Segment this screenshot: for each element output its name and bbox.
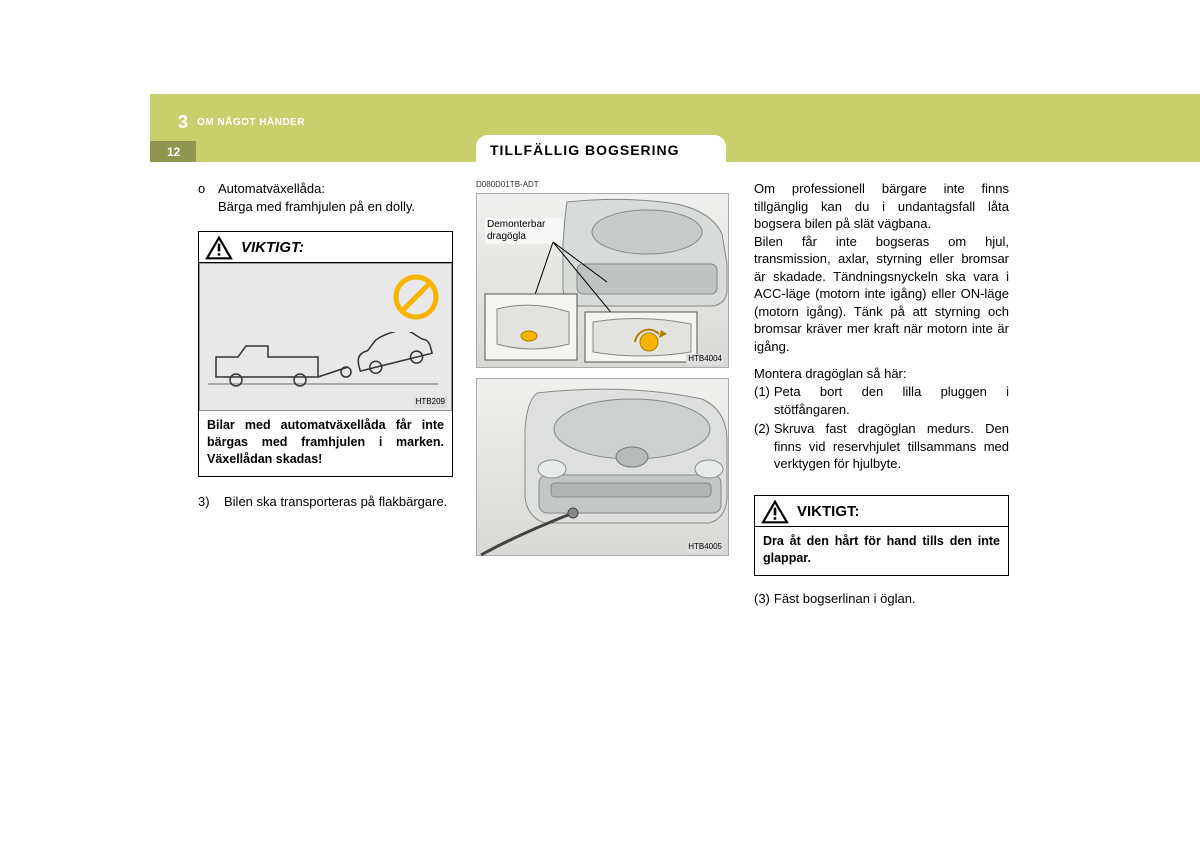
important-box-2: VIKTIGT: Dra åt den hårt för hand tills … xyxy=(754,495,1009,576)
figure-top-code: D080D01TB-ADT xyxy=(476,180,731,191)
important-box-1: VIKTIGT: xyxy=(198,231,453,477)
warning-triangle-icon xyxy=(761,500,789,524)
important-header: VIKTIGT: xyxy=(199,232,452,263)
column-2: D080D01TB-ADT Demonterbar dragögla HTB40… xyxy=(476,180,731,566)
bullet-line1: Automatväxellåda: xyxy=(218,180,415,198)
important-header-2: VIKTIGT: xyxy=(755,496,1008,527)
step3-text: Fäst bogserlinan i öglan. xyxy=(774,590,916,608)
figure1-code: HTB4004 xyxy=(686,354,724,365)
column-1: o Automatväxellåda: Bärga med framhjulen… xyxy=(198,180,453,514)
bullet-automatvaxel: o Automatväxellåda: Bärga med framhjulen… xyxy=(198,180,453,215)
step3-num: (3) xyxy=(754,590,770,608)
figure-dragogla: Demonterbar dragögla HTB4004 xyxy=(476,193,729,368)
important-body-1: Bilar med automatväxellåda får inte bärg… xyxy=(199,411,452,476)
diagram-code: HTB209 xyxy=(414,397,447,408)
bullet-transport: 3) Bilen ska transporteras på flakbärgar… xyxy=(198,493,453,511)
truck-car-illustration xyxy=(208,332,438,392)
car-front-illustration-1 xyxy=(477,194,730,369)
car-front-illustration-2 xyxy=(477,379,730,557)
bullet-marker-3: 3) xyxy=(198,493,216,511)
steps-intro: Montera dragöglan så här: xyxy=(754,365,1009,383)
section-title: TILLFÄLLIG BOGSERING xyxy=(490,142,680,158)
figure-towing: HTB4005 xyxy=(476,378,729,556)
important-body-2: Dra åt den hårt för hand tills den inte … xyxy=(755,527,1008,575)
step2-text: Skruva fast dragöglan medurs. Den finns … xyxy=(774,420,1009,473)
column-3: Om professionell bärgare inte finns till… xyxy=(754,180,1009,609)
bullet-text: Automatväxellåda: Bärga med framhjulen p… xyxy=(218,180,415,215)
page-number: 12 xyxy=(167,145,180,159)
prohibit-sign-icon xyxy=(393,274,439,320)
para-2: Bilen får inte bogseras om hjul, transmi… xyxy=(754,233,1009,356)
important-label: VIKTIGT: xyxy=(241,238,304,258)
chapter-title: OM NÅGOT HÄNDER xyxy=(197,117,305,128)
step1-num: (1) xyxy=(754,383,770,418)
important-label-2: VIKTIGT: xyxy=(797,502,860,522)
chapter-number: 3 xyxy=(178,112,188,133)
step-3: (3) Fäst bogserlinan i öglan. xyxy=(754,590,1009,608)
bullet-3-text: Bilen ska transporteras på flakbärgare. xyxy=(224,493,447,511)
step-1: (1) Peta bort den lilla pluggen i stötfå… xyxy=(754,383,1009,418)
towing-prohibit-diagram: HTB209 xyxy=(199,263,452,411)
step2-num: (2) xyxy=(754,420,770,473)
bullet-marker-o: o xyxy=(198,180,210,215)
step1-text: Peta bort den lilla pluggen i stötfångar… xyxy=(774,383,1009,418)
para-1: Om professionell bärgare inte finns till… xyxy=(754,180,1009,233)
warning-triangle-icon xyxy=(205,236,233,260)
bullet-line2: Bärga med framhjulen på en dolly. xyxy=(218,198,415,216)
step-2: (2) Skruva fast dragöglan medurs. Den fi… xyxy=(754,420,1009,473)
figure2-code: HTB4005 xyxy=(686,542,724,553)
